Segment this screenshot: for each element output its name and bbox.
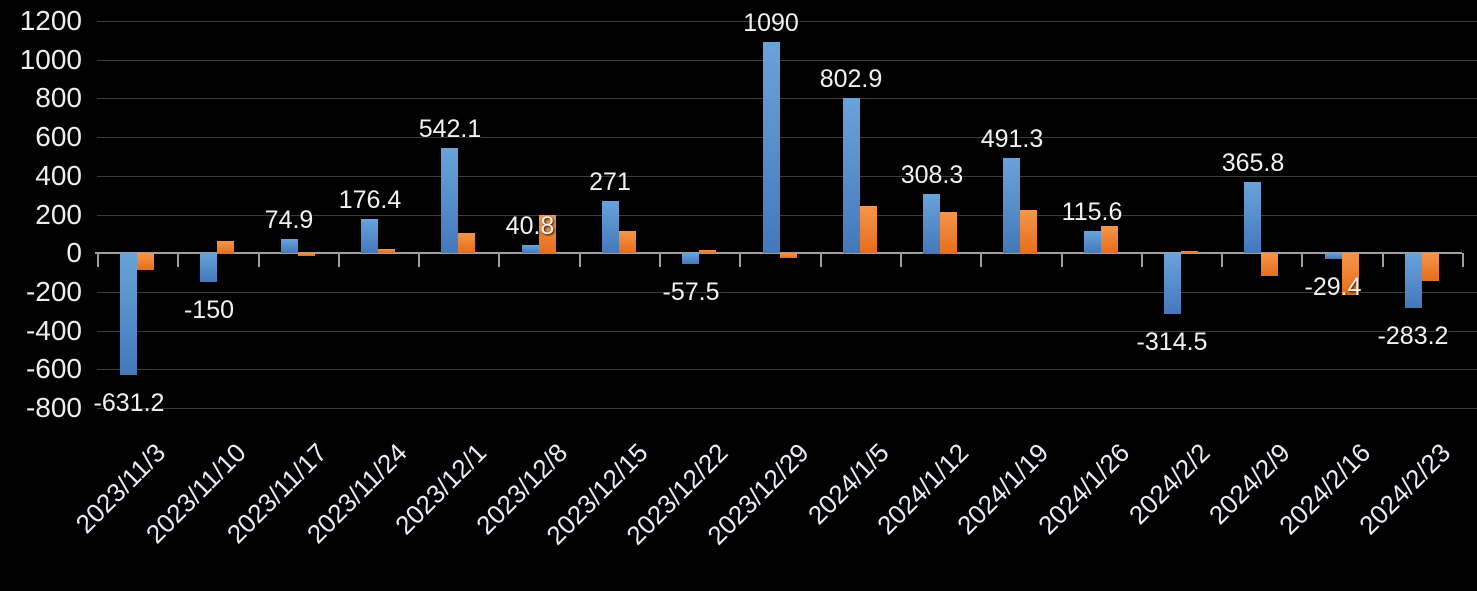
orange-series-bar[interactable] [458,233,475,253]
orange-series-bar[interactable] [940,212,957,254]
blue-series-bar[interactable] [1003,158,1020,253]
data-label: -150 [183,296,235,324]
gridline-400 [97,176,1477,177]
blue-series-bar[interactable] [682,253,699,264]
orange-series-bar[interactable] [1422,253,1439,281]
data-label: 542.1 [418,115,482,143]
data-label: 176.4 [338,186,402,214]
x-axis-tick [338,253,340,267]
data-label: -57.5 [662,278,720,306]
data-label: -283.2 [1377,322,1449,350]
y-axis-tick-label: 0 [66,237,82,268]
gridline-800 [97,98,1477,99]
gridline--800 [97,408,1477,409]
x-axis-tick [820,253,822,267]
blue-series-bar[interactable] [923,194,940,254]
blue-series-bar[interactable] [361,219,378,253]
x-axis-tick [1462,253,1464,267]
data-label: 271 [589,168,631,196]
blue-series-bar[interactable] [120,253,137,375]
gridline-200 [97,215,1477,216]
orange-series-bar[interactable] [699,250,716,253]
x-axis-tick [1221,253,1223,267]
orange-series-bar[interactable] [298,253,315,256]
blue-series-bar[interactable] [1244,182,1261,253]
data-label: -29.4 [1304,273,1362,301]
y-axis-tick-label: 600 [35,121,82,152]
orange-series-bar[interactable] [1261,253,1278,276]
blue-series-bar[interactable] [200,253,217,282]
orange-series-bar[interactable] [1342,253,1359,295]
blue-series-bar[interactable] [1164,253,1181,314]
x-axis-tick [1382,253,1384,267]
x-axis-tick [1061,253,1063,267]
y-axis-tick-label: -400 [25,315,82,346]
y-axis-tick-label: 1000 [19,44,82,75]
gridline-600 [97,137,1477,138]
gridline--600 [97,369,1477,370]
blue-series-bar[interactable] [602,201,619,253]
x-axis-tick [900,253,902,267]
gridline--400 [97,331,1477,332]
orange-series-bar[interactable] [217,241,234,254]
x-axis-tick [739,253,741,267]
blue-series-bar[interactable] [1405,253,1422,308]
y-axis-tick-label: 400 [35,160,82,191]
x-axis-tick [1301,253,1303,267]
orange-series-bar[interactable] [1101,226,1118,253]
y-axis-tick-label: 1200 [19,5,82,36]
x-axis-tick [418,253,420,267]
orange-series-bar[interactable] [860,206,877,253]
orange-series-bar[interactable] [780,253,797,258]
x-axis-category-label: 2024/2/2 [1122,437,1216,531]
x-axis-tick [258,253,260,267]
data-label: -631.2 [93,389,165,417]
blue-series-bar[interactable] [1325,253,1342,259]
x-axis-tick [177,253,179,267]
y-axis-tick-label: -600 [25,353,82,384]
data-label: 115.6 [1061,198,1123,226]
orange-series-bar[interactable] [539,215,556,254]
blue-series-bar[interactable] [281,239,298,253]
y-axis-tick-label: 200 [35,199,82,230]
data-label: 491.3 [980,125,1044,153]
blue-series-bar[interactable] [1084,231,1101,253]
y-axis-tick-label: -200 [25,276,82,307]
orange-series-bar[interactable] [1020,210,1037,254]
data-label: 308.3 [900,161,964,189]
blue-series-bar[interactable] [763,42,780,253]
x-axis-tick [498,253,500,267]
x-axis-tick [980,253,982,267]
data-label: 802.9 [819,65,883,93]
orange-series-bar[interactable] [378,249,395,253]
orange-series-bar[interactable] [137,253,154,270]
orange-series-bar[interactable] [1181,251,1198,253]
blue-series-bar[interactable] [522,245,539,253]
blue-series-bar[interactable] [441,148,458,253]
gridline-1000 [97,60,1477,61]
gridline-1200 [97,21,1477,22]
x-axis-tick [97,253,99,267]
x-axis-tick [659,253,661,267]
y-axis-tick-label: -800 [25,392,82,423]
x-axis-tick [579,253,581,267]
data-label: -314.5 [1136,328,1208,356]
data-label: 74.9 [264,206,314,234]
data-label: 40.8 [505,212,555,240]
data-label: 1090 [743,9,799,37]
gridline--200 [97,292,1477,293]
data-label: 365.8 [1221,149,1285,177]
x-axis-tick [1141,253,1143,267]
x-axis-line [95,252,1462,254]
y-axis-tick-label: 800 [35,82,82,113]
blue-series-bar[interactable] [843,98,860,253]
orange-series-bar[interactable] [619,231,636,253]
